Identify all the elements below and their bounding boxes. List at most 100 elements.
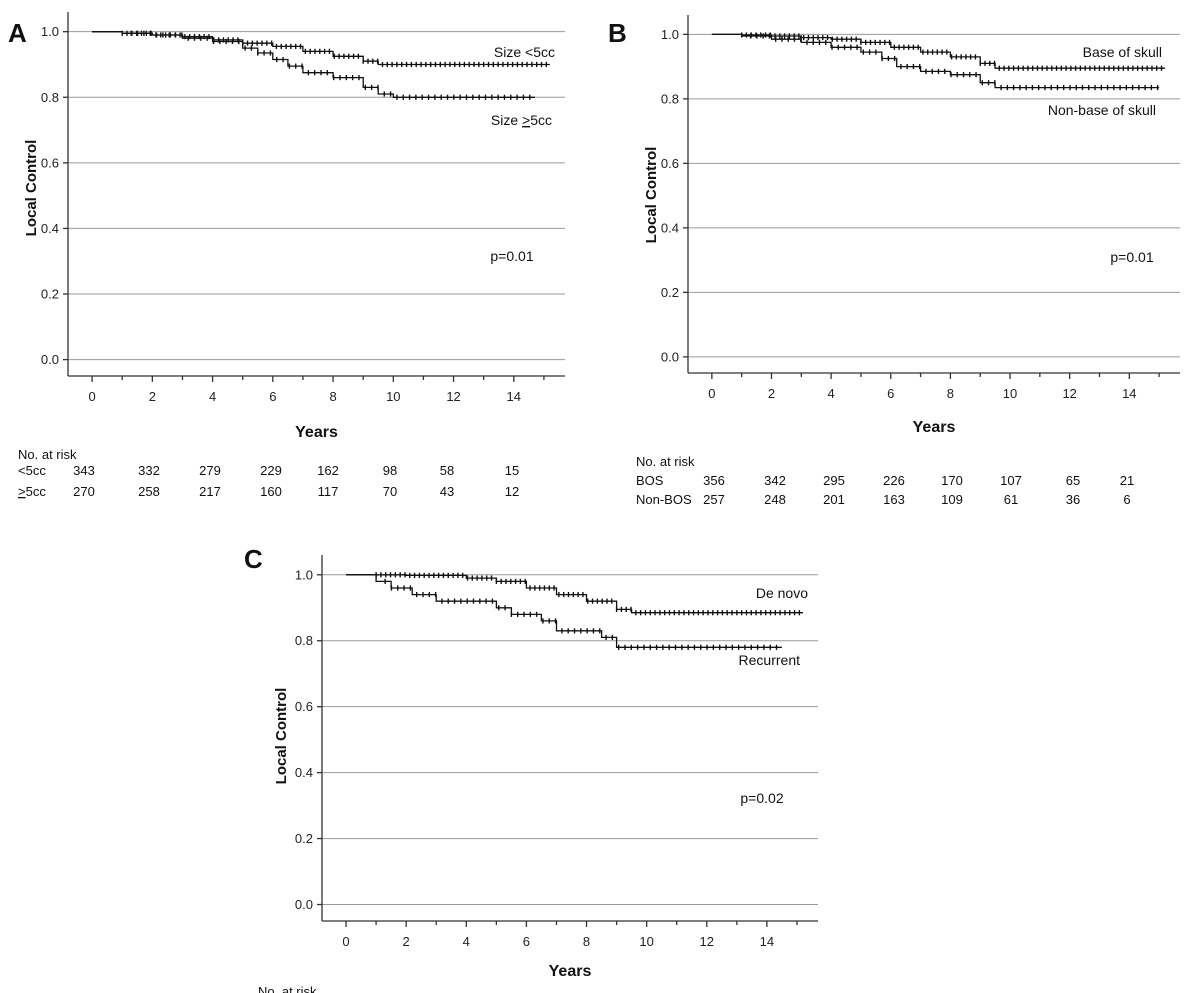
risk-value: 356 bbox=[703, 473, 725, 488]
risk-value: 343 bbox=[73, 463, 95, 478]
risk-row-label: <5cc bbox=[18, 463, 46, 478]
x-tick-label: 6 bbox=[523, 934, 530, 949]
p-value: p=0.01 bbox=[490, 248, 533, 264]
risk-table-header: No. at risk bbox=[18, 447, 77, 462]
series-label: Non-base of skull bbox=[1048, 102, 1156, 118]
survival-curve-b bbox=[346, 574, 782, 648]
y-tick-label: 0.0 bbox=[661, 349, 679, 364]
risk-value: 217 bbox=[199, 484, 221, 499]
risk-row-label-rest: 5cc bbox=[26, 484, 47, 499]
y-tick-label: 0.0 bbox=[295, 897, 313, 912]
y-tick-label: 0.4 bbox=[295, 765, 313, 780]
series-label-suffix: 5cc bbox=[530, 112, 552, 128]
risk-value: 163 bbox=[883, 492, 905, 507]
y-tick-label: 0.6 bbox=[41, 155, 59, 170]
x-tick-label: 6 bbox=[887, 386, 894, 401]
panel-c: C 0.0 0.2 0.4 0.6 0.8 1.0 0 2 4 6 8 10 12 14 Years Local… bbox=[244, 544, 818, 993]
series-label: Size >5cc bbox=[491, 112, 552, 128]
series-label: De novo bbox=[756, 585, 808, 601]
x-tick-label: 14 bbox=[1122, 386, 1136, 401]
risk-row-label: >5cc bbox=[18, 484, 46, 499]
panel-b: B 0.0 0.2 0.4 0.6 0.8 1.0 0 2 4 6 8 10 12 14 Years Local… bbox=[608, 15, 1180, 507]
x-tick-label: 4 bbox=[828, 386, 835, 401]
series-label: Recurrent bbox=[739, 652, 801, 668]
x-tick-label: 0 bbox=[88, 389, 95, 404]
y-tick-label: 0.4 bbox=[41, 221, 59, 236]
y-tick-label: 1.0 bbox=[295, 567, 313, 582]
series-label-prefix: Size bbox=[491, 112, 522, 128]
x-tick-label: 12 bbox=[700, 934, 714, 949]
risk-value: 170 bbox=[941, 473, 963, 488]
x-tick-label: 2 bbox=[149, 389, 156, 404]
x-tick-label: 10 bbox=[1003, 386, 1017, 401]
y-tick-label: 0.8 bbox=[41, 90, 59, 105]
x-tick-label: 8 bbox=[329, 389, 336, 404]
y-axis-title: Local Control bbox=[643, 147, 660, 244]
risk-value: 229 bbox=[260, 463, 282, 478]
risk-value: 21 bbox=[1120, 473, 1134, 488]
risk-value: 65 bbox=[1066, 473, 1080, 488]
y-tick-label: 0.4 bbox=[661, 220, 679, 235]
risk-value: 43 bbox=[440, 484, 454, 499]
risk-value: 6 bbox=[1123, 492, 1130, 507]
risk-value: 98 bbox=[383, 463, 397, 478]
risk-value: 258 bbox=[138, 484, 160, 499]
risk-value: 61 bbox=[1004, 492, 1018, 507]
risk-value: 201 bbox=[823, 492, 845, 507]
x-tick-label: 6 bbox=[269, 389, 276, 404]
x-tick-label: 8 bbox=[583, 934, 590, 949]
y-axis-title: Local Control bbox=[23, 140, 40, 237]
risk-value: 109 bbox=[941, 492, 963, 507]
y-tick-label: 0.2 bbox=[661, 285, 679, 300]
series-label: Base of skull bbox=[1083, 44, 1162, 60]
risk-value: 295 bbox=[823, 473, 845, 488]
risk-table-header: No. at risk bbox=[258, 984, 317, 993]
series-label: Size <5cc bbox=[494, 44, 555, 60]
risk-value: 162 bbox=[317, 463, 339, 478]
x-tick-label: 10 bbox=[386, 389, 400, 404]
panel-letter: C bbox=[244, 544, 263, 574]
risk-value: 248 bbox=[764, 492, 786, 507]
survival-curve-b bbox=[92, 31, 535, 98]
risk-value: 70 bbox=[383, 484, 397, 499]
panel-letter: A bbox=[8, 18, 27, 48]
risk-value: 107 bbox=[1000, 473, 1022, 488]
survival-curve-b bbox=[711, 33, 1160, 89]
risk-row-label-underlined: > bbox=[18, 484, 26, 499]
x-tick-label: 0 bbox=[708, 386, 715, 401]
risk-value: 160 bbox=[260, 484, 282, 499]
p-value: p=0.02 bbox=[740, 790, 783, 806]
x-tick-label: 12 bbox=[446, 389, 460, 404]
x-tick-label: 10 bbox=[639, 934, 653, 949]
x-tick-label: 8 bbox=[947, 386, 954, 401]
x-tick-label: 2 bbox=[768, 386, 775, 401]
risk-value: 342 bbox=[764, 473, 786, 488]
x-tick-label: 2 bbox=[403, 934, 410, 949]
x-axis-title: Years bbox=[295, 424, 338, 441]
y-tick-label: 1.0 bbox=[661, 27, 679, 42]
risk-row-label: Non-BOS bbox=[636, 492, 692, 507]
survival-curve-a bbox=[346, 574, 803, 614]
risk-value: 15 bbox=[505, 463, 519, 478]
risk-row-label: BOS bbox=[636, 473, 664, 488]
risk-value: 332 bbox=[138, 463, 160, 478]
x-tick-label: 4 bbox=[209, 389, 216, 404]
risk-value: 36 bbox=[1066, 492, 1080, 507]
y-tick-label: 0.0 bbox=[41, 352, 59, 367]
x-tick-label: 0 bbox=[342, 934, 349, 949]
risk-value: 117 bbox=[318, 484, 339, 499]
panel-a: A 0.0 0.2 0.4 0.6 0.8 1.0 0 2 4 6 8 10 12 14 Years Local… bbox=[8, 12, 565, 499]
x-tick-label: 4 bbox=[463, 934, 470, 949]
risk-value: 257 bbox=[703, 492, 725, 507]
risk-value: 58 bbox=[440, 463, 454, 478]
x-axis-title: Years bbox=[549, 963, 592, 980]
y-axis-title: Local Control bbox=[273, 688, 290, 785]
risk-table-header: No. at risk bbox=[636, 454, 695, 469]
y-tick-label: 1.0 bbox=[41, 24, 59, 39]
p-value: p=0.01 bbox=[1110, 249, 1153, 265]
x-axis-title: Years bbox=[913, 419, 956, 436]
risk-value: 279 bbox=[199, 463, 221, 478]
risk-value: 12 bbox=[505, 484, 519, 499]
x-tick-label: 14 bbox=[760, 934, 774, 949]
